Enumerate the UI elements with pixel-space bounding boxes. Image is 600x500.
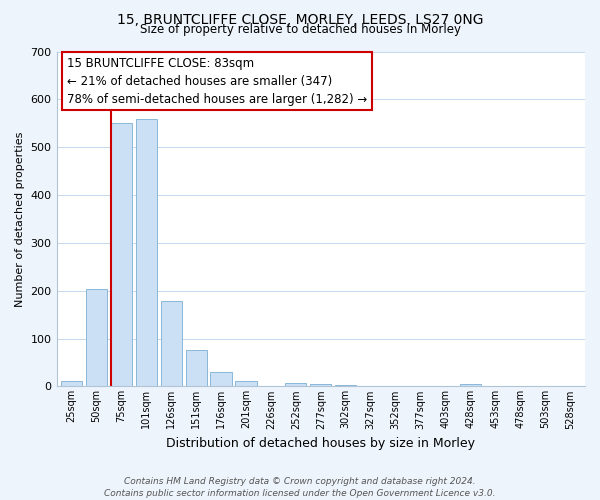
Bar [185,350,207,387]
Bar [335,385,356,386]
Text: Size of property relative to detached houses in Morley: Size of property relative to detached ho… [139,22,461,36]
Bar [310,384,331,386]
Bar [136,120,157,386]
Y-axis label: Number of detached properties: Number of detached properties [15,132,25,306]
X-axis label: Distribution of detached houses by size in Morley: Distribution of detached houses by size … [166,437,475,450]
Text: 15 BRUNTCLIFFE CLOSE: 83sqm
← 21% of detached houses are smaller (347)
78% of se: 15 BRUNTCLIFFE CLOSE: 83sqm ← 21% of det… [67,56,367,106]
Bar [161,301,182,386]
Bar [86,289,107,386]
Text: 15, BRUNTCLIFFE CLOSE, MORLEY, LEEDS, LS27 0NG: 15, BRUNTCLIFFE CLOSE, MORLEY, LEEDS, LS… [117,12,483,26]
Bar [460,384,481,386]
Bar [285,382,307,386]
Bar [61,380,82,386]
Text: Contains HM Land Registry data © Crown copyright and database right 2024.
Contai: Contains HM Land Registry data © Crown c… [104,476,496,498]
Bar [235,381,257,386]
Bar [111,124,132,386]
Bar [211,372,232,386]
